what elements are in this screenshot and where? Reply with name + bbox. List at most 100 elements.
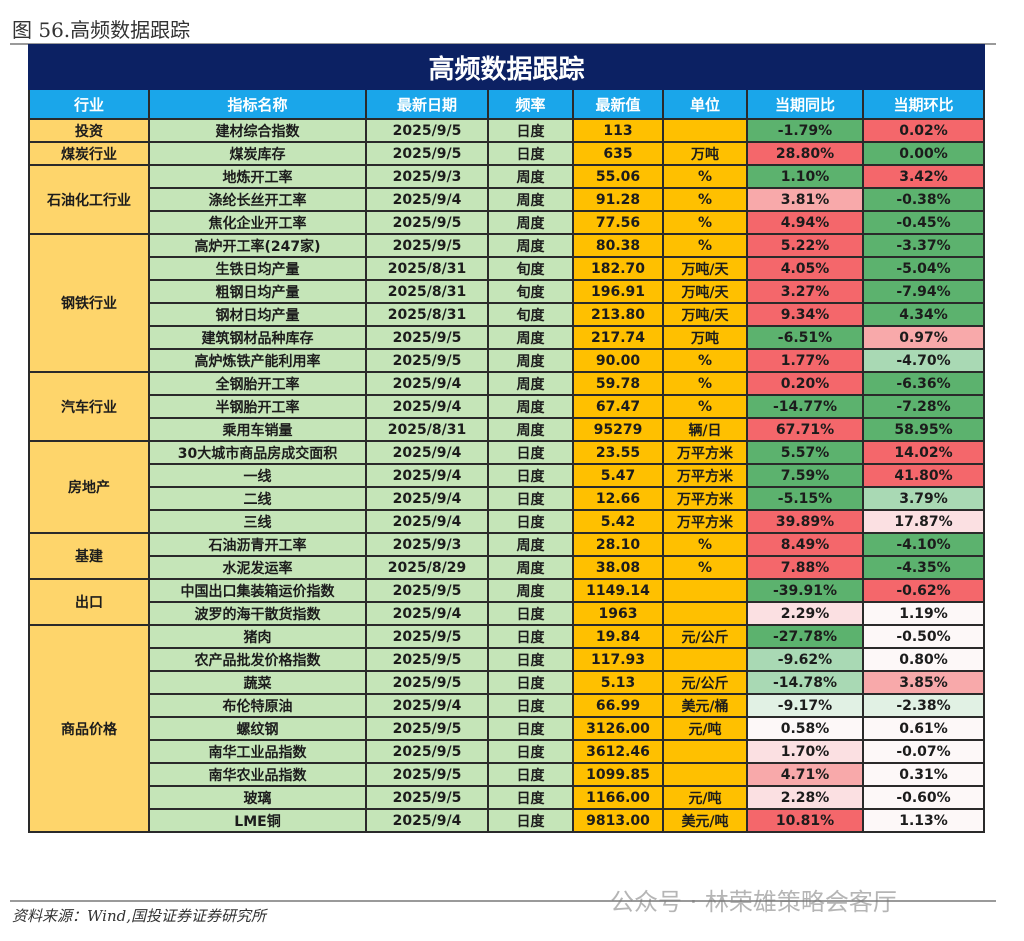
yoy-change: 1.10% xyxy=(746,164,864,189)
latest-value: 3126.00 xyxy=(572,716,664,741)
table-row: 钢材日均产量 2025/8/31 旬度 213.80 万吨/天 9.34% 4.34% xyxy=(29,302,986,327)
latest-date: 2025/9/4 xyxy=(365,394,489,419)
unit xyxy=(662,647,748,672)
indicator-name: 蔬菜 xyxy=(148,670,367,695)
latest-date: 2025/9/5 xyxy=(365,348,489,373)
mom-change: -2.38% xyxy=(861,693,986,718)
frequency: 周度 xyxy=(487,532,574,557)
latest-value: 3612.46 xyxy=(572,739,664,764)
high-frequency-data-table: 高频数据跟踪 行业 指标名称 最新日期 频率 最新值 单位 当期同比 当期环比 投资 建材综合指… xyxy=(27,44,986,833)
indicator-name: 高炉炼铁产能利用率 xyxy=(148,348,367,373)
yoy-change: -9.17% xyxy=(746,693,864,718)
table-row: 生铁日均产量 2025/8/31 旬度 182.70 万吨/天 4.05% -5.04% xyxy=(29,256,986,281)
mom-change: -3.37% xyxy=(861,233,986,258)
unit: % xyxy=(662,555,748,580)
indicator-name: 水泥发运率 xyxy=(148,555,367,580)
mom-change: 0.00% xyxy=(861,141,986,166)
latest-value: 12.66 xyxy=(572,486,664,511)
table-row: 南华工业品指数 2025/9/5 日度 3612.46 1.70% -0.07% xyxy=(29,739,986,764)
unit: 万吨/天 xyxy=(662,279,748,304)
mom-change: -0.38% xyxy=(861,187,986,212)
frequency: 日度 xyxy=(487,647,574,672)
unit: % xyxy=(662,210,748,235)
frequency: 日度 xyxy=(487,509,574,534)
frequency: 周度 xyxy=(487,417,574,442)
yoy-change: -39.91% xyxy=(746,578,864,603)
table-row: 三线 2025/9/4 日度 5.42 万平方米 39.89% 17.87% xyxy=(29,509,986,534)
mom-change: 41.80% xyxy=(861,463,986,488)
yoy-change: 8.49% xyxy=(746,532,864,557)
unit: 万吨 xyxy=(662,141,748,166)
mom-change: -0.60% xyxy=(861,785,986,810)
unit: % xyxy=(662,187,748,212)
frequency: 旬度 xyxy=(487,279,574,304)
mom-change: 14.02% xyxy=(861,440,986,465)
indicator-name: 布伦特原油 xyxy=(148,693,367,718)
mom-change: 3.85% xyxy=(861,670,986,695)
unit: 美元/吨 xyxy=(662,808,748,833)
industry-cell: 商品价格 xyxy=(28,624,150,833)
yoy-change: -14.77% xyxy=(746,394,864,419)
unit: 万吨 xyxy=(662,325,748,350)
unit: 万平方米 xyxy=(662,486,748,511)
frequency: 日度 xyxy=(487,486,574,511)
unit: % xyxy=(662,233,748,258)
table-row: 高炉炼铁产能利用率 2025/9/5 周度 90.00% 1.77% -4.70% xyxy=(29,348,986,373)
yoy-change: 7.59% xyxy=(746,463,864,488)
latest-value: 23.55 xyxy=(572,440,664,465)
latest-date: 2025/9/4 xyxy=(365,509,489,534)
latest-value: 67.47 xyxy=(572,394,664,419)
latest-date: 2025/8/31 xyxy=(365,302,489,327)
latest-date: 2025/9/5 xyxy=(365,624,489,649)
yoy-change: 4.71% xyxy=(746,762,864,787)
table-row: 出口 中国出口集装箱运价指数 2025/9/5 周度 1149.14 -39.91% -0.… xyxy=(28,578,986,626)
indicator-name: 猪肉 xyxy=(148,624,367,649)
latest-date: 2025/9/4 xyxy=(365,808,489,833)
latest-value: 113 xyxy=(572,118,664,143)
frequency: 日度 xyxy=(487,808,574,833)
latest-value: 5.47 xyxy=(572,463,664,488)
unit: 元/公斤 xyxy=(662,624,748,649)
frequency: 日度 xyxy=(487,693,574,718)
latest-date: 2025/9/4 xyxy=(365,601,489,626)
frequency: 日度 xyxy=(487,463,574,488)
bottom-divider xyxy=(10,900,996,902)
frequency: 周度 xyxy=(487,348,574,373)
mom-change: 0.61% xyxy=(861,716,986,741)
yoy-change: 0.20% xyxy=(746,371,864,396)
latest-value: 28.10 xyxy=(572,532,664,557)
yoy-change: 2.29% xyxy=(746,601,864,626)
latest-value: 5.13 xyxy=(572,670,664,695)
indicator-name: 农产品批发价格指数 xyxy=(148,647,367,672)
mom-change: 1.13% xyxy=(861,808,986,833)
indicator-name: 南华农业品指数 xyxy=(148,762,367,787)
latest-date: 2025/8/31 xyxy=(365,417,489,442)
indicator-name: 一线 xyxy=(148,463,367,488)
latest-value: 182.70 xyxy=(572,256,664,281)
latest-date: 2025/9/4 xyxy=(365,486,489,511)
table-row: 一线 2025/9/4 日度 5.47 万平方米 7.59% 41.80% xyxy=(29,463,986,488)
mom-change: 0.02% xyxy=(861,118,986,143)
table-row: 石油化工行业 地炼开工率 2025/9/3 周度 55.06% 1.10% 3.42% xyxy=(28,164,986,235)
latest-value: 19.84 xyxy=(572,624,664,649)
indicator-name: 生铁日均产量 xyxy=(148,256,367,281)
unit: 元/吨 xyxy=(662,716,748,741)
yoy-change: -1.79% xyxy=(746,118,864,143)
industry-cell: 煤炭行业 xyxy=(28,141,150,166)
latest-date: 2025/8/31 xyxy=(365,279,489,304)
mom-change: -7.94% xyxy=(861,279,986,304)
frequency: 日度 xyxy=(487,739,574,764)
table-row: 波罗的海干散货指数 2025/9/4 日度 1963 2.29% 1.19% xyxy=(29,601,986,626)
latest-date: 2025/9/5 xyxy=(365,739,489,764)
mom-change: -5.04% xyxy=(861,256,986,281)
table-row: LME铜 2025/9/4 日度 9813.00 美元/吨 10.81% 1.13% xyxy=(29,808,986,833)
industry-cell: 房地产 xyxy=(28,440,150,534)
latest-date: 2025/9/3 xyxy=(365,164,489,189)
header-frequency: 频率 xyxy=(487,88,574,120)
mom-change: 0.97% xyxy=(861,325,986,350)
indicator-name: 地炼开工率 xyxy=(148,164,367,189)
indicator-name: 建筑钢材品种库存 xyxy=(148,325,367,350)
latest-value: 90.00 xyxy=(572,348,664,373)
header-mom: 当期环比 xyxy=(861,88,986,120)
unit: 万平方米 xyxy=(662,440,748,465)
